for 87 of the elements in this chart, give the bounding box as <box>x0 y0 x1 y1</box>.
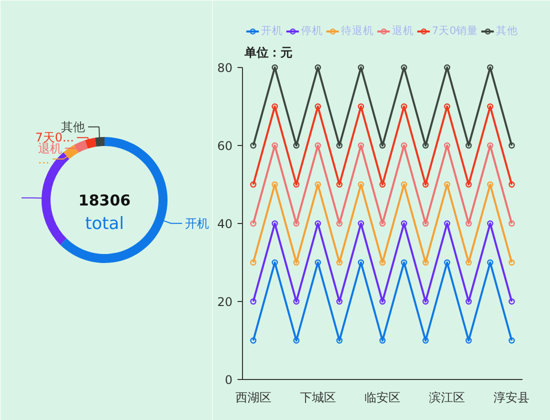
point <box>400 259 408 266</box>
text: total <box>85 214 124 234</box>
point <box>400 103 408 110</box>
point <box>358 103 364 110</box>
point <box>487 259 494 266</box>
point <box>272 259 278 266</box>
point <box>314 64 321 71</box>
point <box>314 181 321 188</box>
point <box>379 259 386 266</box>
point <box>336 220 343 227</box>
point <box>487 142 494 149</box>
y-axis-title: 单位：元 <box>244 46 292 60</box>
point <box>314 103 321 110</box>
legend-label: 开机 <box>260 24 283 38</box>
point <box>400 64 408 71</box>
point <box>444 220 450 227</box>
point <box>293 142 300 149</box>
point <box>487 103 494 110</box>
point <box>336 259 343 266</box>
point <box>336 181 343 188</box>
point <box>336 142 343 149</box>
legend-label: 7天0销量 <box>432 24 478 38</box>
y-tick-label: 0 <box>224 373 233 387</box>
y-tick-label: 40 <box>217 217 233 231</box>
x-tick-label: 淳安县 <box>494 390 530 404</box>
point <box>444 142 450 149</box>
point <box>422 142 429 149</box>
point <box>358 64 364 71</box>
legend-label: 停机 <box>300 24 323 38</box>
point <box>314 142 321 149</box>
point <box>358 259 364 266</box>
point <box>293 181 300 188</box>
legend-label: 退机 <box>392 24 414 38</box>
point <box>422 259 429 266</box>
legend-label: 其他 <box>496 24 518 38</box>
point <box>379 220 386 227</box>
point <box>293 220 300 227</box>
point <box>314 220 321 227</box>
point <box>422 298 429 305</box>
point <box>466 142 472 149</box>
point <box>487 220 494 227</box>
point <box>466 220 472 227</box>
x-tick-label: 西湖区 <box>235 390 272 404</box>
slice-label: 其他 <box>61 120 86 134</box>
point <box>272 103 278 110</box>
point <box>336 298 343 305</box>
point <box>422 337 429 344</box>
point <box>272 64 278 71</box>
point <box>422 220 429 227</box>
x-tick-label: 滨江区 <box>429 390 466 404</box>
point <box>293 337 300 344</box>
point <box>379 337 386 344</box>
point <box>444 181 450 188</box>
y-tick-label: 60 <box>217 139 233 153</box>
point <box>293 298 300 305</box>
point <box>466 181 472 188</box>
slice-label: 开机 <box>185 216 210 230</box>
point <box>358 142 364 149</box>
point <box>444 103 450 110</box>
point <box>336 337 343 344</box>
point <box>272 220 278 227</box>
point <box>487 64 494 71</box>
text: 18306 <box>78 192 131 210</box>
point <box>466 337 472 344</box>
point <box>444 259 450 266</box>
point <box>400 181 408 188</box>
point <box>379 142 386 149</box>
point <box>379 298 386 305</box>
point <box>466 298 472 305</box>
legend-label: 待退机 <box>340 24 374 38</box>
y-tick-label: 20 <box>217 295 233 309</box>
point <box>466 259 472 266</box>
point <box>422 181 429 188</box>
point <box>400 142 408 149</box>
point <box>314 259 321 266</box>
point <box>358 220 364 227</box>
point <box>272 142 278 149</box>
point <box>272 181 278 188</box>
point <box>400 220 408 227</box>
y-tick-label: 80 <box>217 61 233 75</box>
point <box>358 181 364 188</box>
x-tick-label: 下城区 <box>300 390 336 404</box>
point <box>293 259 300 266</box>
x-tick-label: 临安区 <box>364 390 400 404</box>
point <box>444 64 450 71</box>
point <box>379 181 386 188</box>
point <box>487 181 494 188</box>
